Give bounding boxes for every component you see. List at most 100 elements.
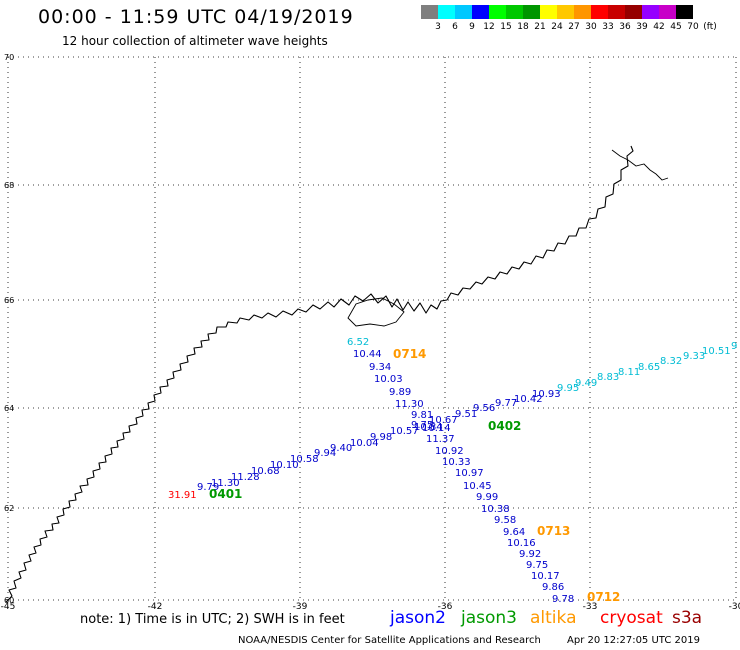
lon-label: -33: [583, 602, 598, 612]
swh-value-label: 10.16: [507, 538, 536, 549]
color-scale-label: 9: [469, 22, 475, 32]
swh-value-label: 11.30: [211, 478, 240, 489]
color-swatch-14: [659, 5, 676, 19]
swh-value-label: 9.89: [389, 387, 411, 398]
lat-label: 64: [4, 404, 14, 413]
ice-coast-detail: [347, 149, 669, 327]
footer-note: note: 1) Time is in UTC; 2) SWH is in fe…: [80, 612, 345, 627]
swh-value-label: 10.93: [532, 389, 561, 400]
lat-label: 70: [4, 53, 14, 62]
swh-value-label: 10.51: [702, 346, 731, 357]
color-scale-label: 70: [687, 22, 699, 32]
legend-jason2: jason2: [390, 608, 446, 628]
swh-value-label: 9.99: [476, 492, 498, 503]
swh-value-label: 8.32: [660, 356, 682, 367]
lat-label: 66: [4, 296, 14, 305]
swh-value-label: 10.38: [481, 504, 510, 515]
swh-value-label: 9.92: [519, 549, 541, 560]
swh-value-label: 31.91: [168, 490, 197, 501]
color-swatch-15: [676, 5, 693, 19]
swh-value-label: 8.11: [618, 367, 640, 378]
color-scale-label: 3: [435, 22, 441, 32]
swh-value-label: 10.92: [435, 446, 464, 457]
swh-value-label: 9.94: [314, 448, 336, 459]
color-swatch-9: [574, 5, 591, 19]
lat-label: 68: [4, 181, 14, 190]
pass-time-labels: 0714 0402 0401 0713 0712: [209, 347, 620, 604]
color-swatch-11: [608, 5, 625, 19]
color-scale-label: 12: [483, 22, 495, 32]
color-scale-label: 24: [551, 22, 563, 32]
color-scale-label: 21: [534, 22, 546, 32]
map-subtitle: 12 hour collection of altimeter wave hei…: [62, 34, 328, 48]
color-scale-label: 15: [500, 22, 512, 32]
map-axis-labels: 70 68 66 64 62 60-45 -42 -39 -36 -33 -30: [1, 53, 740, 612]
color-scale-label: 45: [670, 22, 682, 32]
swh-value-label: 10.44: [353, 349, 382, 360]
swh-value-label: 9.58: [494, 515, 516, 526]
swh-value-label: 9.34: [369, 362, 391, 373]
swh-value-label: 9.95: [557, 383, 579, 394]
swh-value-label: 9.78: [552, 594, 574, 605]
legend-s3a: s3a: [672, 608, 703, 628]
swh-value-label: 9.77: [495, 398, 517, 409]
swh-value-label: 11.37: [426, 434, 455, 445]
swh-value-label: 10.33: [442, 457, 471, 468]
swh-value-label: 11.28: [231, 472, 260, 483]
color-scale-label: 42: [653, 22, 665, 32]
swh-value-label: 10.14: [422, 423, 451, 434]
color-swatch-6: [523, 5, 540, 19]
swh-value-label: 8.83: [597, 372, 619, 383]
map-title: 00:00 - 11:59 UTC 04/19/2019: [38, 6, 354, 28]
color-swatch-2: [455, 5, 472, 19]
color-swatch-5: [506, 5, 523, 19]
swh-value-label: 9.86: [542, 582, 564, 593]
lat-lon-grid: [7, 56, 737, 601]
swh-value-label: 9.98: [370, 432, 392, 443]
color-swatch-4: [489, 5, 506, 19]
swh-value-label: 9.56: [473, 403, 495, 414]
swh-value-label: 10.03: [374, 374, 403, 385]
swh-value-label: 9.40: [330, 443, 352, 454]
greenland-coastline: [5, 145, 634, 603]
swh-value-label: 10.97: [455, 468, 484, 479]
swh-value-label: 10.57: [390, 426, 419, 437]
swh-value-label: 9.79: [197, 482, 219, 493]
color-scale-label: 33: [602, 22, 614, 32]
color-swatch-0: [421, 5, 438, 19]
swh-value-label: 9.81: [411, 410, 433, 421]
swh-value-label: 9.51: [455, 409, 477, 420]
color-scale-label: 27: [568, 22, 580, 32]
lat-label: 62: [4, 504, 14, 513]
pass-time-label: 0402: [488, 419, 521, 433]
swh-value-label: 10.67: [429, 415, 458, 426]
legend-altika: altika: [530, 608, 577, 628]
color-scale-label: (ft): [703, 22, 717, 32]
pass-time-label: 0712: [587, 590, 620, 604]
footer-timestamp: Apr 20 12:27:05 UTC 2019: [567, 635, 700, 646]
lon-label: -39: [293, 602, 308, 612]
swh-value-label: 10.45: [463, 481, 492, 492]
color-scale-label: 6: [452, 22, 458, 32]
swh-value-label: 10.58: [290, 454, 319, 465]
swh-value-label: 9.75: [526, 560, 548, 571]
ascending-track: 31.919.7911.3011.2810.6810.1010.589.949.…: [168, 341, 737, 501]
swh-value-label: 9.64: [503, 527, 525, 538]
swh-value-label: 10.04: [350, 438, 379, 449]
color-scale-label: 36: [619, 22, 631, 32]
descending-track: 6.5210.449.3410.039.8911.309.8110.8410.1…: [347, 337, 574, 605]
lon-label: -42: [148, 602, 163, 612]
swh-value-label: 9.75: [411, 420, 433, 431]
color-swatch-8: [557, 5, 574, 19]
color-scale-labels: 3 6 9 12 15 18 21 24 27 30 33 36 39 42 45 70 (ft): [421, 22, 740, 34]
swh-value-label: 8.65: [638, 362, 660, 373]
footer-credit: NOAA/NESDIS Center for Satellite Applica…: [238, 635, 541, 646]
color-scale-label: 39: [636, 22, 648, 32]
swh-value-label: 10.68: [251, 466, 280, 477]
legend-jason3: jason3: [461, 608, 517, 628]
pass-time-label: 0714: [393, 347, 426, 361]
lon-label: -45: [1, 602, 16, 612]
color-swatch-1: [438, 5, 455, 19]
swh-value-label: 10.10: [270, 460, 299, 471]
